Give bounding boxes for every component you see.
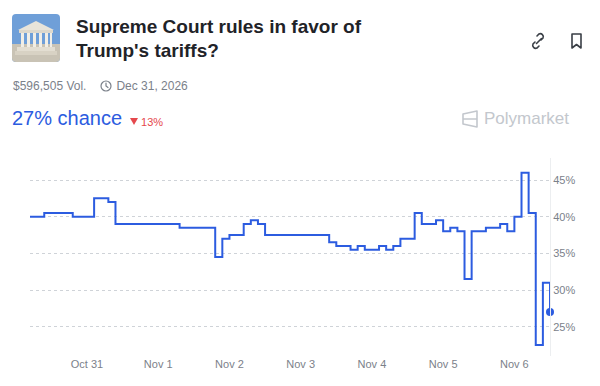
svg-text:Nov 4: Nov 4 [358,358,387,370]
svg-text:40%: 40% [553,211,575,223]
svg-text:Nov 2: Nov 2 [215,358,244,370]
html-text:27% chance: 27% chance [12,107,123,129]
svg-text:45%: 45% [553,174,575,186]
svg-text:Nov 1: Nov 1 [144,358,173,370]
html-text:$596,505 Vol.: $596,505 Vol. [13,79,87,93]
svg-text:35%: 35% [553,247,575,259]
svg-text:Nov 3: Nov 3 [286,358,315,370]
html-text:13%: 13% [141,115,164,128]
html-text:Polymarket: Polymarket [484,109,569,128]
svg-text:25%: 25% [553,321,575,333]
html-text:Dec 31, 2026: Dec 31, 2026 [116,79,188,93]
svg-text:30%: 30% [553,284,575,296]
svg-text:Oct 31: Oct 31 [71,358,103,370]
svg-text:Nov 5: Nov 5 [429,358,458,370]
svg-text:Nov 6: Nov 6 [500,358,529,370]
html-text:Supreme Court rules in favor o: Supreme Court rules in favor of Trump's … [76,16,361,61]
